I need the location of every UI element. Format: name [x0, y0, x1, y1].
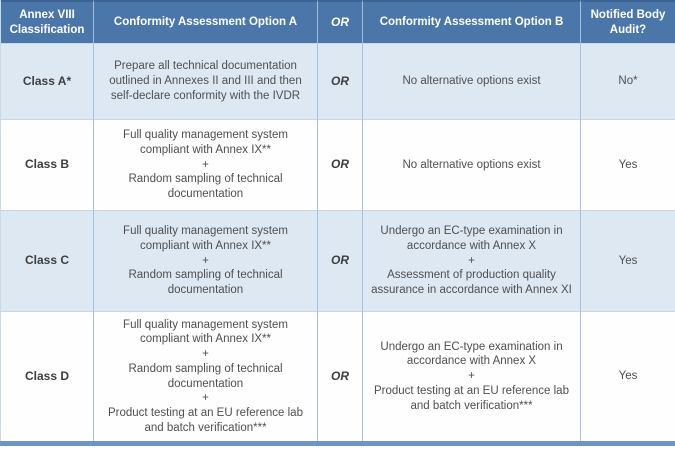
col-header-option-b: Conformity Assessment Option B — [363, 0, 581, 44]
option-a-cell: Full quality management system compliant… — [94, 211, 318, 312]
col-header-or: OR — [318, 0, 363, 44]
option-b-cell: No alternative options exist — [363, 120, 581, 211]
class-label-cell: Class B — [1, 120, 94, 211]
classification-table: Annex VIII Classification Conformity Ass… — [0, 0, 675, 441]
or-cell: OR — [318, 44, 363, 120]
option-a-cell: Prepare all technical documentation outl… — [94, 44, 318, 120]
audit-cell: No* — [581, 44, 675, 120]
table-row-class-a: Class A* Prepare all technical documenta… — [1, 44, 675, 120]
header-row: Annex VIII Classification Conformity Ass… — [1, 0, 675, 44]
or-cell: OR — [318, 120, 363, 211]
col-header-notified-body-audit: Notified Body Audit? — [581, 0, 675, 44]
table-row-class-c: Class C Full quality management system c… — [1, 211, 675, 312]
table-row-class-d: Class D Full quality management system c… — [1, 312, 675, 441]
option-b-cell: Undergo an EC-type examination in accord… — [363, 211, 581, 312]
or-cell: OR — [318, 211, 363, 312]
class-label-cell: Class C — [1, 211, 94, 312]
table-bottom-border — [0, 441, 675, 446]
option-b-cell: No alternative options exist — [363, 44, 581, 120]
option-a-cell: Full quality management system compliant… — [94, 120, 318, 211]
option-a-cell: Full quality management system compliant… — [94, 312, 318, 441]
col-header-option-a: Conformity Assessment Option A — [94, 0, 318, 44]
audit-cell: Yes — [581, 211, 675, 312]
col-header-classification: Annex VIII Classification — [1, 0, 94, 44]
table-row-class-b: Class B Full quality management system c… — [1, 120, 675, 211]
audit-cell: Yes — [581, 312, 675, 441]
class-label-cell: Class A* — [1, 44, 94, 120]
audit-cell: Yes — [581, 120, 675, 211]
class-label-cell: Class D — [1, 312, 94, 441]
option-b-cell: Undergo an EC-type examination in accord… — [363, 312, 581, 441]
or-cell: OR — [318, 312, 363, 441]
